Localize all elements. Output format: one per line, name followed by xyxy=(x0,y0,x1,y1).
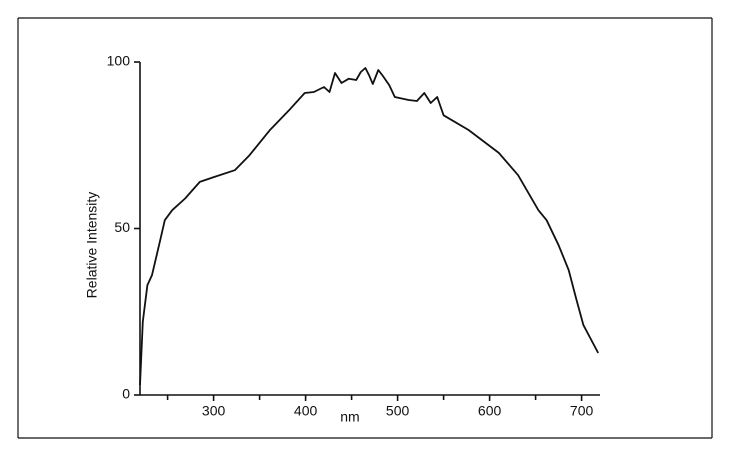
x-tick-label: 400 xyxy=(294,403,318,419)
y-tick-label: 50 xyxy=(114,219,130,235)
x-tick-label: 300 xyxy=(202,403,226,419)
y-axis-label: Relative Intensity xyxy=(84,192,100,299)
x-tick-label: 700 xyxy=(570,403,594,419)
x-axis-label: nm xyxy=(340,409,359,425)
x-tick-label: 600 xyxy=(478,403,502,419)
y-tick-label: 0 xyxy=(122,386,130,402)
x-tick-label: 500 xyxy=(386,403,410,419)
y-tick-label: 100 xyxy=(107,53,131,69)
spectrum-line xyxy=(139,67,599,386)
